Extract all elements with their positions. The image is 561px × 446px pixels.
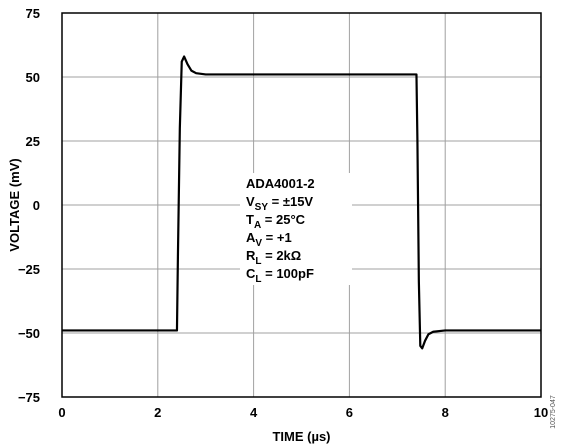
y-axis-ticks: −75 −50 −25 0 25 50 75 bbox=[18, 6, 40, 405]
plot-frame bbox=[61, 12, 542, 398]
annotation-line: ADA4001-2 bbox=[246, 176, 315, 191]
x-tick-label: 4 bbox=[250, 405, 258, 420]
y-tick-label: 25 bbox=[26, 134, 40, 149]
x-tick-label: 2 bbox=[154, 405, 161, 420]
x-axis-label: TIME (µs) bbox=[272, 429, 330, 444]
series-line bbox=[62, 55, 541, 350]
x-tick-label: 10 bbox=[534, 405, 548, 420]
annotation-line: AV = +1 bbox=[246, 230, 292, 249]
x-tick-label: 6 bbox=[346, 405, 353, 420]
y-tick-label: −25 bbox=[18, 262, 40, 277]
series-group bbox=[62, 55, 541, 350]
annotation-line: RL = 2kΩ bbox=[246, 248, 301, 267]
annotation-background bbox=[240, 173, 352, 285]
y-tick-label: 75 bbox=[26, 6, 40, 21]
y-tick-label: −50 bbox=[18, 326, 40, 341]
x-tick-label: 0 bbox=[58, 405, 65, 420]
x-axis-ticks: 0 2 4 6 8 10 bbox=[58, 405, 548, 420]
annotation-line: VSY = ±15V bbox=[246, 194, 313, 213]
figure-id: 10275-047 bbox=[550, 395, 557, 429]
annotation-line: TA = 25°C bbox=[246, 212, 306, 231]
y-axis-label: VOLTAGE (mV) bbox=[7, 158, 22, 251]
y-tick-label: 50 bbox=[26, 70, 40, 85]
y-tick-label: 0 bbox=[33, 198, 40, 213]
x-tick-label: 8 bbox=[442, 405, 449, 420]
y-tick-label: −75 bbox=[18, 390, 40, 405]
annotation-line: CL = 100pF bbox=[246, 266, 314, 285]
